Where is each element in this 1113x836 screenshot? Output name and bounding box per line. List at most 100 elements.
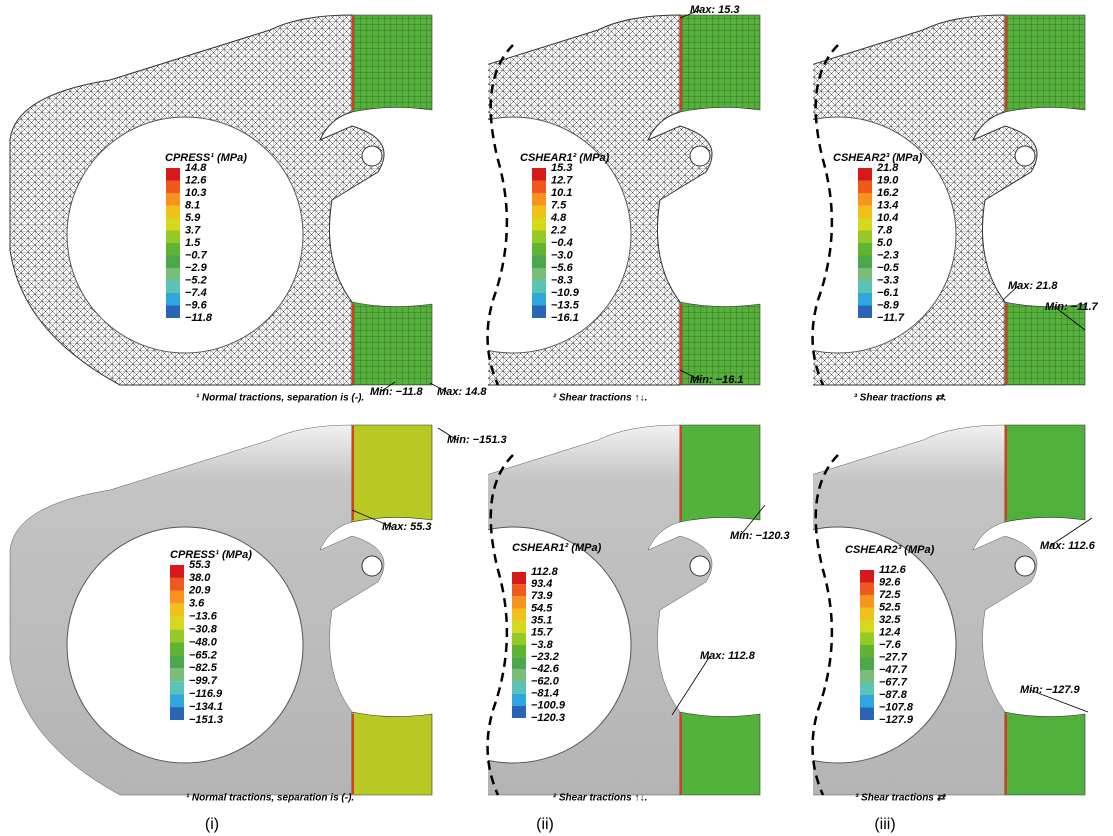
legend-value: 10.1 [551, 187, 572, 199]
annotation: Min: −16.1 [690, 374, 744, 386]
legend-swatch [858, 168, 872, 181]
annotation: Min: −151.3 [447, 434, 507, 446]
legend-value: 15.7 [531, 627, 553, 639]
legend-swatch [860, 608, 874, 621]
legend-swatch [860, 645, 874, 658]
legend-value: 10.3 [185, 187, 206, 199]
legend-swatch [860, 620, 874, 633]
annotation: Max: 112.8 [700, 650, 756, 662]
legend-swatch [170, 565, 184, 578]
legend-swatch [532, 181, 546, 194]
pin-hole [1015, 146, 1035, 166]
caption: ³ Shear tractions ⇄ [855, 793, 947, 804]
pin-hole [690, 556, 710, 576]
legend-value: −42.6 [531, 663, 560, 675]
legend-swatch [858, 256, 872, 269]
legend-value: −87.8 [879, 689, 908, 701]
column-label: (iii) [874, 816, 895, 833]
legend-swatch [166, 206, 180, 219]
legend-swatch [512, 657, 526, 669]
legend-value: −5.2 [185, 274, 207, 286]
top-arm [680, 425, 760, 522]
legend-value: 1.5 [185, 237, 201, 249]
legend-swatch [512, 609, 526, 621]
legend-swatch [532, 168, 546, 181]
legend-swatch [512, 669, 526, 681]
legend-swatch [532, 306, 546, 319]
legend-swatch [860, 570, 874, 583]
legend-swatch [170, 617, 184, 630]
legend-swatch [170, 643, 184, 656]
legend-value: 8.1 [185, 199, 200, 211]
legend-value: −107.8 [879, 701, 914, 713]
legend-swatch [166, 218, 180, 231]
pin-hole [1015, 556, 1035, 576]
legend-swatch [532, 193, 546, 206]
legend-value: 12.7 [551, 174, 573, 186]
figure: CPRESS¹ (MPa)14.812.610.38.15.93.71.5−0.… [0, 0, 1113, 836]
legend-value: −2.9 [185, 262, 208, 274]
component [10, 425, 432, 795]
caption: ¹ Normal tractions, separation is (-). [196, 393, 364, 404]
legend-swatch [512, 633, 526, 645]
annotation: Max: 112.6 [1040, 540, 1096, 552]
legend-swatch [512, 596, 526, 608]
legend-value: 3.7 [185, 224, 201, 236]
legend-value: 112.8 [531, 566, 559, 578]
legend-swatch [170, 630, 184, 643]
legend-swatch [512, 572, 526, 584]
legend-value: −0.4 [551, 237, 573, 249]
legend-value: −47.7 [879, 664, 908, 676]
caption: ² Shear tractions ↑↓. [553, 393, 647, 404]
pin-hole [690, 146, 710, 166]
legend-swatch [166, 243, 180, 256]
legend-swatch [858, 231, 872, 244]
legend-value: −16.1 [551, 312, 579, 324]
legend-swatch [532, 218, 546, 231]
legend-value: 52.5 [879, 601, 901, 613]
legend-value: 5.9 [185, 212, 201, 224]
legend-swatch [166, 181, 180, 194]
legend-swatch [512, 584, 526, 596]
legend-value: 10.4 [877, 212, 898, 224]
column-label: (ii) [536, 816, 554, 833]
legend-value: 93.4 [531, 578, 552, 590]
legend-value: 35.1 [531, 615, 552, 627]
legend-value: 12.6 [185, 174, 207, 186]
legend-swatch [532, 293, 546, 306]
legend-title: CSHEAR2³ (MPa) [845, 544, 935, 556]
legend-swatch [858, 243, 872, 256]
legend-value: 54.5 [531, 602, 553, 614]
bottom-arm [680, 712, 760, 795]
bottom-arm [352, 712, 432, 795]
legend-value: 38.0 [189, 572, 211, 584]
legend-swatch [170, 694, 184, 707]
legend-value: 20.9 [188, 585, 211, 597]
annotation: Min: −11.7 [1045, 301, 1099, 313]
bottom-arm [352, 302, 432, 385]
legend-swatch [166, 256, 180, 269]
legend-value: 2.2 [550, 224, 566, 236]
legend-value: 14.8 [185, 162, 207, 174]
caption: ² Shear tractions ↑↓. [553, 793, 647, 804]
legend-swatch [512, 682, 526, 694]
legend-swatch [170, 707, 184, 720]
legend-swatch [860, 670, 874, 683]
legend-swatch [512, 706, 526, 718]
legend-swatch [532, 231, 546, 244]
legend-swatch [170, 655, 184, 668]
legend-value: 55.3 [189, 559, 210, 571]
top-arm [352, 425, 432, 522]
legend-value: −48.0 [189, 636, 218, 648]
top-arm [352, 15, 432, 112]
legend-swatch [858, 218, 872, 231]
legend-swatch [166, 193, 180, 206]
legend-swatch [166, 293, 180, 306]
legend-value: 16.2 [877, 187, 898, 199]
legend-value: −3.0 [551, 249, 574, 261]
legend-value: −8.9 [877, 299, 900, 311]
legend-swatch [512, 645, 526, 657]
legend-value: 4.8 [550, 212, 567, 224]
bottom-arm [1005, 712, 1085, 795]
annotation: Max: 14.8 [437, 386, 487, 398]
